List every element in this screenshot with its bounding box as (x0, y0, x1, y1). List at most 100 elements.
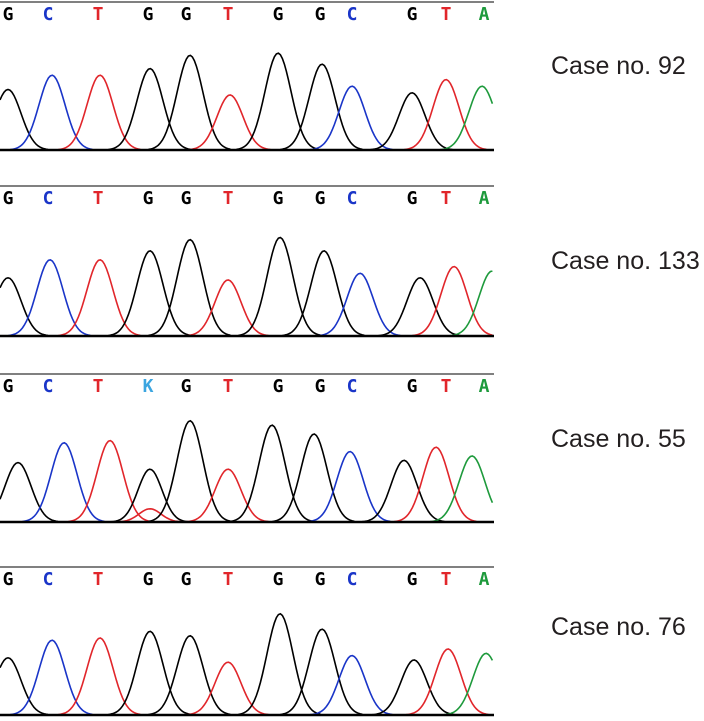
case-label: Case no. 55 (551, 425, 686, 453)
peak-trace (238, 612, 321, 716)
base-call-letter: T (223, 188, 234, 209)
base-call-letter: T (93, 376, 104, 397)
peak-trace (111, 468, 188, 523)
base-call-letter: C (347, 4, 358, 25)
base-call-letter: C (347, 376, 358, 397)
peak-trace (58, 637, 141, 716)
peak-trace (58, 259, 141, 337)
peak-trace (22, 441, 105, 523)
base-call-letter: T (223, 4, 234, 25)
base-call-letter: T (223, 569, 234, 590)
base-call-letter: G (407, 569, 418, 590)
peak-trace (230, 424, 313, 523)
peak-trace (108, 250, 191, 337)
case-label: Case no. 76 (551, 613, 686, 641)
base-call-letter: G (143, 188, 154, 209)
base-call-letter: G (407, 376, 418, 397)
base-call-letter: G (407, 4, 418, 25)
base-call-letter: A (479, 188, 490, 209)
peak-trace (148, 634, 231, 716)
base-call-letter: G (143, 569, 154, 590)
peak-trace (394, 446, 477, 523)
peak-trace (372, 659, 455, 716)
peak-trace (444, 652, 494, 716)
peak-trace (308, 450, 391, 523)
peak-trace (272, 433, 355, 523)
peak-trace (440, 85, 494, 151)
peak-trace (238, 236, 321, 337)
peak-trace (148, 54, 231, 151)
peak-trace (0, 88, 49, 151)
peak-trace (282, 250, 365, 337)
peak-trace (186, 661, 269, 716)
base-call-letter: C (43, 376, 54, 397)
base-call-letter: C (43, 569, 54, 590)
base-call-letter: A (479, 376, 490, 397)
base-call-letter: G (315, 4, 326, 25)
peak-trace (68, 439, 151, 523)
base-call-letter: C (347, 188, 358, 209)
base-call-letter: G (143, 4, 154, 25)
base-call-letter: G (3, 569, 14, 590)
peak-trace (0, 656, 49, 716)
peak-trace (108, 630, 191, 716)
base-call-letter: G (273, 569, 284, 590)
base-call-letter: K (143, 376, 154, 397)
peak-trace (148, 419, 231, 523)
base-call-letter: T (441, 188, 452, 209)
base-call-letter: G (407, 188, 418, 209)
peak-trace (378, 276, 461, 337)
base-call-letter: G (181, 4, 192, 25)
base-call-letter: G (315, 188, 326, 209)
peak-trace (10, 639, 93, 716)
peak-trace (430, 455, 494, 523)
base-call-letter: T (93, 569, 104, 590)
base-call-letter: G (315, 569, 326, 590)
peak-trace (406, 648, 489, 716)
base-call-letter: T (441, 376, 452, 397)
base-call-letter: G (315, 376, 326, 397)
base-call-letter: G (181, 188, 192, 209)
base-call-letter: G (3, 188, 14, 209)
base-call-letter: C (43, 188, 54, 209)
peak-trace (148, 238, 231, 337)
base-call-letter: G (181, 569, 192, 590)
base-call-letter: C (347, 569, 358, 590)
peak-trace (280, 63, 363, 151)
peak-trace (450, 270, 493, 337)
peak-trace (236, 52, 319, 151)
peak-trace (0, 461, 59, 523)
base-call-letter: A (479, 4, 490, 25)
base-call-letter: T (441, 4, 452, 25)
base-call-letter: T (93, 4, 104, 25)
base-call-letter: A (479, 569, 490, 590)
peak-trace (370, 91, 453, 151)
peak-trace (108, 67, 191, 151)
peak-trace (0, 276, 49, 337)
case-label: Case no. 92 (551, 52, 686, 80)
peak-trace (362, 459, 445, 523)
base-call-letter: G (181, 376, 192, 397)
peak-trace (280, 628, 363, 716)
base-call-letter: G (3, 376, 14, 397)
peak-trace (412, 265, 493, 337)
base-call-letter: G (273, 376, 284, 397)
base-call-letter: T (93, 188, 104, 209)
peak-trace (186, 468, 269, 523)
base-call-letter: G (273, 4, 284, 25)
base-call-letter: G (273, 188, 284, 209)
peak-trace (10, 74, 93, 151)
peak-trace (186, 279, 269, 337)
peak-trace (188, 94, 271, 151)
base-call-letter: T (223, 376, 234, 397)
peak-trace (8, 259, 91, 337)
base-call-letter: C (43, 4, 54, 25)
